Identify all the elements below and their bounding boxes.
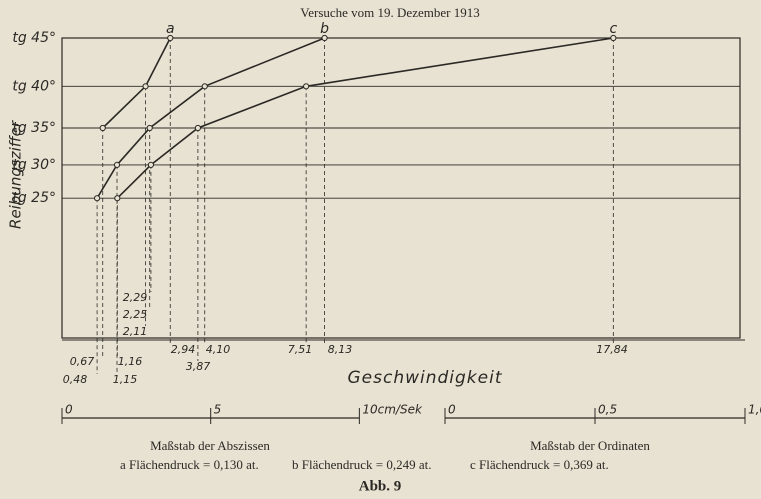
scale-label: 0	[448, 403, 456, 417]
scale-label: 10cm/Sek	[362, 403, 423, 417]
note: c Flächendruck = 0,369 at.	[470, 457, 609, 472]
figure-label: Abb. 9	[359, 478, 402, 494]
x-value-label: 0,48	[63, 373, 88, 386]
point	[146, 124, 153, 132]
y-tick-label: tg 45°	[12, 30, 56, 46]
curve	[96, 37, 325, 199]
y-tick-label: tg 30°	[12, 157, 56, 173]
series-label: a	[166, 21, 175, 37]
x-value-label: 7,51	[288, 343, 313, 356]
x-value-label: 1,15	[113, 373, 138, 386]
x-value-label: 2,94	[171, 343, 196, 356]
x-value-label: 3,87	[186, 360, 211, 373]
x-value-label: 2,25	[123, 308, 148, 321]
point	[610, 34, 617, 42]
x-value-label: 2,29	[123, 291, 148, 304]
x-value-label: 8,13	[328, 343, 353, 356]
ordinate-caption: Maßstab der Ordinaten	[530, 438, 650, 453]
scale-label: 0,5	[598, 403, 617, 417]
point	[194, 124, 201, 132]
note: a Flächendruck = 0,130 at.	[120, 457, 259, 472]
point	[93, 195, 101, 202]
series-label: c	[609, 21, 617, 37]
curve	[116, 37, 614, 199]
scale-label: 5	[214, 403, 222, 417]
note: b Flächendruck = 0,249 at.	[292, 457, 431, 472]
point	[201, 83, 208, 90]
point	[167, 34, 174, 42]
point	[142, 83, 149, 90]
y-axis-label: Reibungsziffer	[7, 120, 25, 229]
series-label: b	[320, 21, 329, 37]
x-value-label: 4,10	[206, 343, 231, 356]
x-value-label: 17,84	[596, 343, 628, 356]
curve	[102, 37, 171, 129]
plot-frame	[61, 37, 741, 339]
scale-label: 1,0	[748, 403, 761, 417]
y-tick-label: tg 40°	[12, 78, 56, 94]
point	[321, 34, 328, 42]
chart-title: Versuche vom 19. Dezember 1913	[300, 5, 479, 20]
x-value-label: 1,16	[118, 355, 143, 368]
scale-label: 0	[65, 403, 73, 417]
y-tick-label: tg 35°	[12, 120, 56, 136]
x-value-label: 0,67	[70, 355, 95, 368]
abscissa-caption: Maßstab der Abszissen	[150, 438, 270, 453]
point	[99, 124, 106, 132]
point	[303, 83, 310, 90]
point	[147, 161, 155, 168]
x-axis-label: Geschwindigkeit	[347, 368, 502, 388]
x-value-label: 2,11	[123, 325, 148, 338]
y-tick-label: tg 25°	[12, 190, 56, 206]
point	[113, 161, 121, 168]
point	[114, 195, 121, 202]
